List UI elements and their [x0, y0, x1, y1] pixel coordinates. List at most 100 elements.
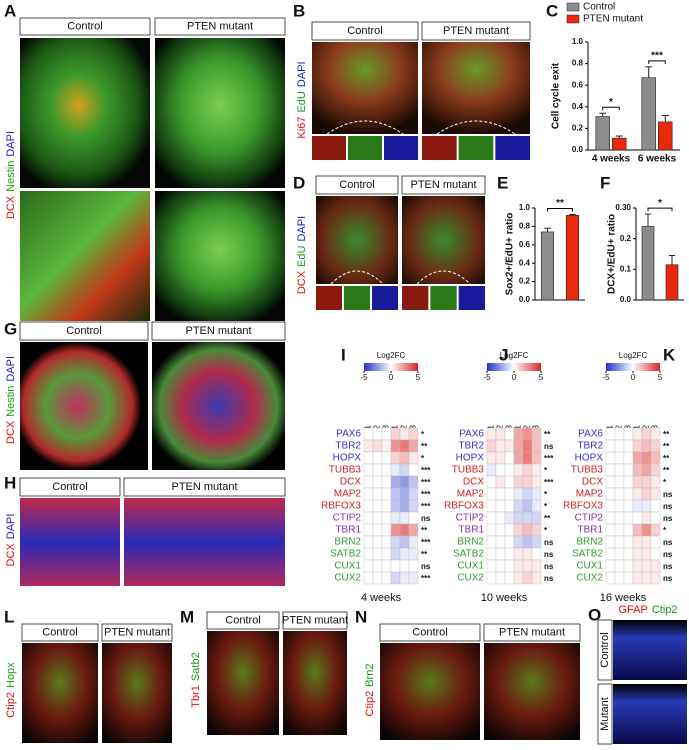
bar: [565, 215, 580, 301]
heatmap-cell: [390, 523, 401, 537]
heatmap-cell: [641, 511, 652, 525]
condition-label: Control: [67, 20, 102, 32]
heatmap-cell: [504, 535, 515, 549]
heatmap-cell: [531, 523, 542, 537]
channel-inset: [312, 136, 346, 160]
condition-box: [154, 17, 286, 36]
stain-name: DCX: [5, 420, 17, 444]
heatmap-cell: [522, 559, 533, 573]
significance-label: **: [421, 526, 428, 535]
heatmap-cell: [495, 535, 506, 549]
micrograph: [20, 191, 150, 321]
colorbar: [364, 363, 418, 371]
y-tick-label: 0.4: [572, 102, 584, 111]
condition-label: PTEN mutant: [104, 626, 170, 638]
heatmap-cell: [650, 475, 661, 489]
stain-label: Ctip2 Brn2: [364, 664, 376, 717]
gene-label: CUX1: [457, 561, 484, 572]
heatmap-cell: [486, 427, 497, 441]
significance-label: ***: [421, 574, 431, 583]
heatmap-cell: [381, 535, 392, 549]
heatmap-cell: [399, 463, 410, 477]
colorbar-title: Log2FC: [377, 351, 406, 360]
stain-name: DCX: [5, 543, 17, 567]
channel-inset: [458, 286, 485, 310]
condition-box: [101, 623, 173, 642]
colorbar-title: Log2FC: [500, 351, 529, 360]
y-axis-title: DCX+/EdU+ ratio: [607, 214, 618, 294]
gene-label: RBFOX3: [444, 501, 484, 512]
condition-label: PTEN mutant: [499, 626, 565, 638]
gene-label: CTIP2: [333, 513, 362, 524]
panel-letter: B: [293, 1, 305, 20]
heatmap-cell: [363, 427, 374, 441]
error-bar: [661, 114, 669, 122]
stain-name: Ki67: [296, 117, 308, 139]
dashed-outline: [436, 120, 516, 135]
condition-label: Control: [412, 626, 447, 638]
micrograph: [124, 498, 285, 586]
heatmap-cell: [390, 535, 401, 549]
heatmap-cell: [381, 475, 392, 489]
heatmap-cell: [399, 523, 410, 537]
heatmap-cell: [381, 523, 392, 537]
heatmap-cell: [650, 499, 661, 513]
heatmap-cell: [486, 439, 497, 453]
heatmap-cell: [650, 427, 661, 441]
heatmap-cell: [486, 475, 497, 489]
heatmap-cell: [504, 427, 515, 441]
gene-label: TBR1: [335, 525, 361, 536]
heatmap-cell: [372, 439, 383, 453]
stain-name: EdU: [296, 245, 308, 266]
significance-label: ns: [421, 562, 431, 571]
heatmap-cell: [614, 427, 625, 441]
micrograph: [422, 42, 530, 134]
gene-label: CUX1: [576, 561, 603, 572]
gene-label: MAP2: [576, 489, 604, 500]
gene-label: TBR1: [458, 525, 484, 536]
stain-name: Hopx: [5, 662, 17, 688]
significance-label: ns: [544, 562, 554, 571]
stain-name: DAPI: [5, 514, 17, 540]
heatmap-cell: [408, 451, 419, 465]
heatmap-cell: [522, 523, 533, 537]
significance-bracket: [547, 207, 573, 212]
channel-inset: [430, 286, 457, 310]
condition-label: PTEN mutant: [185, 325, 251, 337]
condition-box: [151, 321, 286, 341]
heatmap-cell: [399, 475, 410, 489]
heatmap-cell: [495, 559, 506, 573]
condition-box: [597, 619, 613, 681]
heatmap-cell: [381, 451, 392, 465]
significance-label: ***: [421, 466, 431, 475]
heatmap-cell: [605, 487, 616, 501]
heatmap-cell: [408, 427, 419, 441]
heatmap-cell: [504, 487, 515, 501]
stain-name: DAPI: [5, 131, 17, 157]
heatmap-cell: [381, 511, 392, 525]
micrograph: [613, 684, 687, 744]
condition-label: Control: [52, 481, 87, 493]
heatmap-cell: [522, 547, 533, 561]
stain-label: DCX EdU DAPI: [296, 216, 308, 294]
legend-label: Control: [583, 2, 615, 13]
condition-label: PTEN mutant: [187, 20, 253, 32]
heatmap-cell: [408, 439, 419, 453]
bar: [540, 231, 555, 301]
heatmap-cell: [381, 547, 392, 561]
panel-letter: G: [4, 319, 17, 338]
heatmap-cell: [495, 439, 506, 453]
heatmap-cell: [513, 523, 524, 537]
error-bar: [599, 112, 607, 117]
heatmap-cell: [522, 475, 533, 489]
gene-label: PAX6: [459, 429, 484, 440]
y-tick-label: 0.0: [572, 145, 584, 154]
heatmap-cell: [504, 559, 515, 573]
panel-letter: I: [341, 345, 346, 364]
significance-label: **: [663, 442, 670, 451]
micrograph: [402, 196, 485, 284]
stain-name: Brn2: [364, 664, 376, 687]
significance-label: ns: [663, 490, 673, 499]
condition-label: Control: [599, 632, 611, 667]
channel-inset: [372, 286, 398, 310]
